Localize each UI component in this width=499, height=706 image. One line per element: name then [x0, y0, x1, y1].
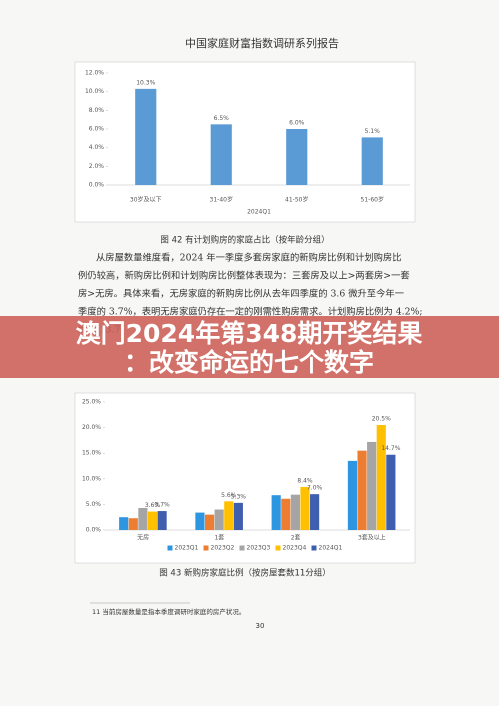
bar — [119, 517, 129, 530]
bar — [157, 511, 167, 530]
paragraph: 从房屋数量维度看，2024 年一季度多套房家庭的新购房比例和计划购房比例仍较高，… — [78, 252, 422, 336]
legend-label: 2023Q1 — [175, 545, 199, 552]
bar — [135, 88, 157, 185]
x-tick-label: 无房 — [137, 534, 149, 542]
bar — [376, 425, 386, 530]
data-label: 7.0% — [307, 485, 323, 492]
y-tick-label: 10.0% — [82, 475, 101, 482]
bar — [290, 494, 300, 530]
x-tick-label: 31-40岁 — [210, 196, 233, 204]
legend-swatch — [275, 545, 281, 551]
data-label: 14.7% — [381, 445, 400, 452]
bar — [233, 502, 243, 530]
x-axis-label: 2024Q1 — [247, 209, 271, 216]
bar — [271, 495, 281, 530]
data-label: 20.5% — [372, 416, 391, 423]
data-label: 5.1% — [365, 128, 381, 135]
x-tick-label: 30岁及以下 — [130, 196, 162, 204]
data-label: 5.3% — [231, 493, 247, 500]
paragraph-line: 例仍较高，新购房比例和计划购房比例整体表现为：三套房及以上>两套房>一套 — [78, 270, 410, 282]
y-tick-label: 10.0% — [85, 88, 104, 95]
data-label: 10.3% — [136, 79, 155, 86]
bar — [347, 460, 358, 530]
y-tick-label: 5.0% — [86, 501, 102, 508]
y-tick-label: 6.0% — [89, 126, 105, 133]
x-tick-label: 2套 — [291, 534, 301, 542]
caption: 图 42 有计划购房的家庭占比（按年龄分组） — [160, 235, 329, 246]
bar — [210, 124, 232, 185]
legend-swatch — [167, 545, 173, 551]
header-title: 中国家庭财富指数调研系列报告 — [185, 36, 339, 50]
paragraph-line: 季度的 3.7%，表明无房家庭仍存在一定的刚需性购房需求。计划购房比例为 4.2… — [78, 306, 422, 318]
paragraph-line: 房>无房。具体来看，无房家庭的新购房比例从去年四季度的 3.6 微升至今年一 — [78, 288, 404, 300]
banner — [0, 316, 499, 378]
bar — [204, 514, 215, 530]
data-label: 6.0% — [289, 120, 305, 127]
banner-text: 澳门2024年第348期开奖结果 — [76, 319, 423, 348]
bar — [128, 518, 138, 530]
legend-swatch — [311, 545, 317, 551]
caption: 图 43 新购房家庭比例（按房屋套数11分组） — [159, 568, 331, 579]
y-tick-label: 0.0% — [86, 527, 102, 534]
x-tick-label: 3套及以上 — [358, 534, 386, 542]
bar — [357, 450, 367, 530]
bar — [224, 501, 234, 530]
y-tick-label: 8.0% — [89, 107, 105, 114]
legend-swatch — [239, 545, 245, 551]
data-label: 8.4% — [297, 477, 313, 484]
legend-swatch — [203, 545, 209, 551]
chart-frame — [74, 61, 416, 223]
data-label: 6.5% — [214, 115, 230, 122]
footnote: 11 当前房屋数量是指本季度调研时家庭的房产状况。 — [92, 607, 245, 616]
y-tick-label: 0.0% — [89, 182, 105, 189]
data-label: 3.7% — [154, 502, 170, 509]
y-tick-label: 25.0% — [82, 399, 101, 406]
bar — [281, 498, 291, 530]
bar — [310, 494, 320, 530]
x-tick-label: 41-50岁 — [285, 196, 308, 204]
x-tick-label: 51-60岁 — [361, 196, 384, 204]
bar — [300, 486, 310, 530]
paragraph-line: 从房屋数量维度看，2024 年一季度多套房家庭的新购房比例和计划购房比 — [96, 252, 402, 264]
legend-label: 2023Q4 — [283, 545, 307, 552]
legend-label: 2023Q2 — [211, 545, 235, 552]
bar — [214, 509, 224, 530]
y-tick-label: 20.0% — [82, 424, 101, 431]
banner-text: ：改变命运的七个数字 — [124, 348, 374, 377]
data-label: 3.6% — [145, 502, 161, 509]
page-number: 30 — [256, 622, 265, 630]
bar — [386, 454, 396, 530]
data-label: 5.6% — [221, 492, 237, 499]
bar — [361, 137, 383, 185]
y-tick-label: 15.0% — [82, 450, 101, 457]
y-tick-label: 4.0% — [89, 144, 105, 151]
legend-label: 2023Q3 — [247, 545, 271, 552]
bar — [286, 129, 308, 185]
legend-label: 2024Q1 — [319, 545, 343, 552]
bar — [367, 441, 377, 530]
x-tick-label: 1套 — [214, 534, 224, 542]
bar — [147, 511, 158, 530]
bar — [195, 512, 205, 530]
y-tick-label: 2.0% — [89, 163, 105, 170]
y-tick-label: 12.0% — [85, 70, 104, 77]
bar — [138, 507, 148, 530]
